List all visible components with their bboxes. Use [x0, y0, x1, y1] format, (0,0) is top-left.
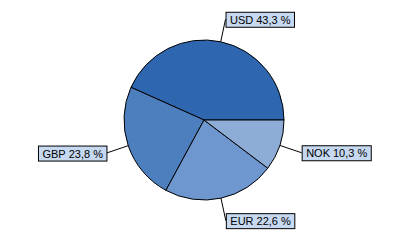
- slices: [124, 40, 284, 200]
- chart-container: USD43,3 % GBP 23,8 % EUR 22,6 % NOK10,3 %: [0, 0, 409, 241]
- leader-line: [280, 145, 302, 152]
- label-text: NOK10,3 %: [306, 147, 367, 159]
- label-category: USD: [230, 14, 253, 26]
- label-box: [302, 146, 371, 161]
- label-category: GBP: [42, 148, 65, 160]
- labels: USD43,3 % GBP 23,8 % EUR 22,6 % NOK10,3 %: [38, 12, 371, 228]
- label-value: 10,3 %: [333, 147, 367, 159]
- label-value: 43,3 %: [256, 14, 290, 26]
- label-text: EUR 22,6 %: [230, 215, 291, 227]
- data-label: USD43,3 %: [221, 12, 295, 41]
- leader-line: [106, 146, 128, 153]
- label-box: [38, 146, 106, 161]
- leader-line: [221, 19, 226, 41]
- data-label: NOK10,3 %: [280, 145, 371, 160]
- label-box: [226, 214, 294, 229]
- pie-slice: [204, 120, 284, 168]
- data-label: EUR 22,6 %: [221, 198, 295, 228]
- label-value: 23,8 %: [69, 148, 103, 160]
- label-box: [226, 12, 294, 27]
- data-label: GBP 23,8 %: [38, 146, 128, 161]
- chart: USD43,3 % GBP 23,8 % EUR 22,6 % NOK10,3 %: [0, 0, 409, 241]
- label-text: USD43,3 %: [230, 14, 291, 26]
- label-category: EUR: [230, 215, 253, 227]
- leader-line: [221, 198, 226, 220]
- label-text: GBP 23,8 %: [42, 148, 103, 160]
- label-value: 22,6 %: [257, 215, 291, 227]
- label-category: NOK: [306, 147, 331, 159]
